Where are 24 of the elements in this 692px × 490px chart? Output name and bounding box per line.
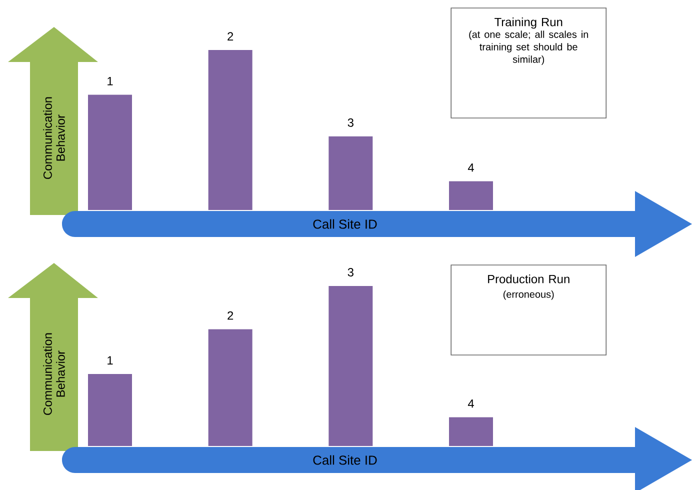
x-tick-label: 4 [468, 163, 474, 172]
y-axis-title: Communication Behavior [43, 97, 65, 179]
chart-title: Production Run [488, 274, 570, 284]
bar [449, 181, 493, 210]
x-tick-label: 2 [228, 311, 234, 320]
x-axis-title: Call Site ID [313, 219, 377, 229]
y-axis-title: Communication Behavior [43, 333, 65, 415]
bar [88, 94, 132, 210]
bar [88, 374, 132, 446]
x-tick-label: 4 [468, 399, 474, 408]
bar [328, 286, 373, 446]
chart-subtitle: (erroneous) [503, 290, 554, 300]
x-tick-label: 3 [348, 118, 354, 127]
x-tick-label: 2 [228, 32, 234, 40]
x-tick-label: 3 [348, 268, 354, 276]
bar [449, 417, 493, 446]
bar [328, 136, 373, 210]
x-tick-label: 1 [108, 77, 113, 86]
chart-title: Training Run [494, 18, 562, 29]
x-axis-title: Call Site ID [313, 455, 377, 465]
x-tick-label: 1 [108, 356, 113, 364]
chart-subtitle: (at one scale; all scales in training set should be similar) [469, 30, 588, 65]
bar [208, 329, 252, 446]
bar [208, 50, 252, 210]
